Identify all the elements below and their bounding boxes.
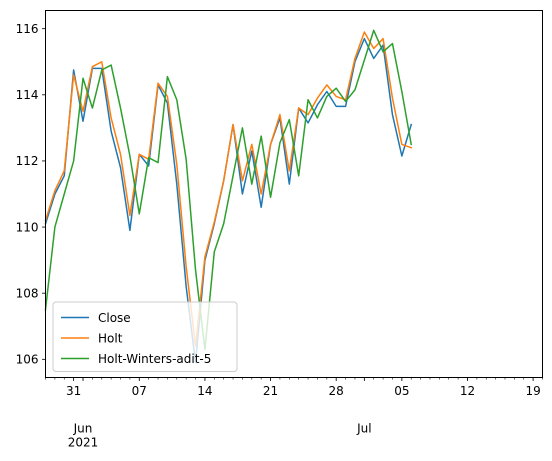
x-tick-label: 19 (525, 384, 540, 398)
legend-label: Close (98, 311, 131, 325)
x-tick-label: 31 (66, 384, 81, 398)
series-line-holt (44, 31, 413, 347)
y-tick-label: 108 (16, 286, 39, 300)
legend-label: Holt-Winters-adit-5 (98, 352, 211, 366)
series-layer (44, 29, 413, 364)
x-tick-label: 07 (132, 384, 147, 398)
legend-label: Holt (98, 331, 123, 345)
y-tick-label: 106 (16, 353, 39, 367)
plot-frame (45, 10, 543, 378)
x-axis: 31 07 14 21 28 05 12 19 Jun 2021 Jul (45, 377, 543, 450)
y-tick-label: 110 (16, 220, 39, 234)
y-tick-label: 116 (16, 22, 39, 36)
legend: Close Holt Holt-Winters-adit-5 (52, 301, 238, 372)
x-tick-label: 12 (460, 384, 475, 398)
y-tick-label: 112 (16, 154, 39, 168)
x-month-label: Jul (356, 422, 371, 436)
x-month-label: Jun 2021 (68, 422, 99, 450)
y-axis: 106 108 110 112 114 116 (16, 22, 46, 367)
x-tick-label: 21 (263, 384, 278, 398)
y-tick-label: 114 (16, 88, 39, 102)
x-tick-label: 14 (197, 384, 212, 398)
series-line-holt-winters-adit-5 (44, 29, 413, 351)
x-tick-label: 28 (329, 384, 344, 398)
legend-box (52, 301, 238, 372)
x-tick-label: 05 (394, 384, 409, 398)
